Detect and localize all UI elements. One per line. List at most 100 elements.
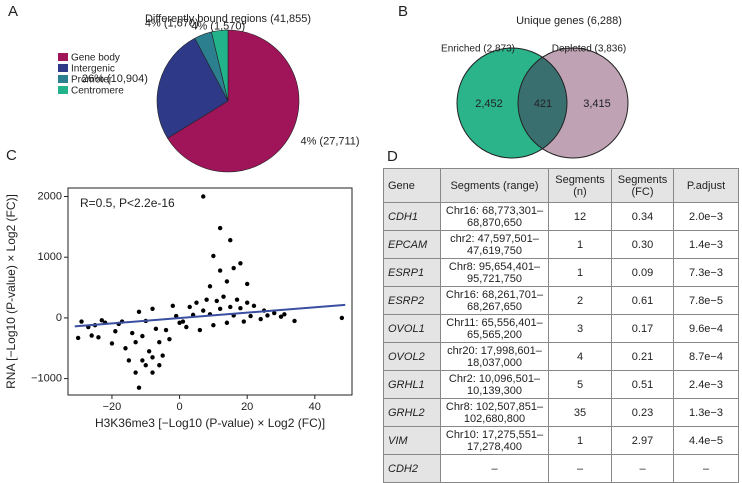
table-row: GRHL1 Chr2: 10,096,501–10,139,300 5 0.51 2.4… (383, 370, 739, 399)
scatter-point (278, 314, 284, 319)
scatter-point (177, 320, 182, 325)
scatter-point (244, 281, 250, 287)
x-tick-label: 20 (241, 401, 253, 413)
scatter-point (221, 294, 226, 299)
slice-label: 4% (27,711) (300, 135, 359, 147)
scatter-point (282, 312, 287, 317)
table-cell: 2.97 (611, 426, 674, 455)
scatter-point (228, 304, 233, 310)
table-cell: 2.0e−3 (673, 202, 739, 231)
scatter-point (173, 313, 179, 319)
table-cell: chr20: 17,998,601–18,037,000 (440, 342, 549, 371)
y-tick-label: 1000 (38, 251, 62, 263)
table-cell: 3 (548, 314, 612, 343)
table-row: OVOL2 chr20: 17,998,601–18,037,000 4 0.21 8.… (383, 342, 739, 371)
scatter-point (272, 310, 277, 316)
x-axis-label: H3K36me3 [−Log10 (P-value) × Log2 (FC)] (95, 416, 325, 430)
table-cell: 1 (548, 230, 612, 259)
scatter-point (150, 370, 155, 375)
header-cell: Segments (n) (548, 168, 612, 203)
scatter-point (244, 300, 250, 305)
table-row: ESRP1 Chr8: 95,654,401–95,721,750 1 0.09 7.3… (383, 258, 739, 287)
table-cell: chr2: 47,597,501–47,619,750 (440, 230, 549, 259)
scatter-point (136, 385, 142, 390)
scatter-point (143, 363, 148, 368)
scatter-point (201, 308, 206, 313)
scatter-point (217, 268, 223, 273)
header-cell: P.adjust (673, 168, 739, 203)
header-cell: Segments (range) (440, 168, 549, 203)
gene-cell: ESRP2 (383, 286, 441, 315)
legend-label: Intergenic (71, 64, 115, 75)
scatter-point (217, 306, 223, 312)
legend-swatch (58, 86, 68, 94)
legend-swatch (58, 53, 68, 61)
table-cell: Chr16: 68,773,301–68,870,650 (440, 202, 549, 231)
table-cell: 0.30 (611, 230, 674, 259)
venn-outline (517, 47, 629, 159)
scatter-point (292, 318, 297, 324)
scatter-point (163, 327, 169, 333)
scatter-point (167, 336, 172, 342)
table-cell: 4.4e−5 (673, 426, 739, 455)
scatter-point (228, 238, 233, 243)
region-count: 2,452 (475, 98, 503, 110)
panel-label: A (8, 3, 18, 20)
table-cell: 0.23 (611, 398, 674, 427)
scatter-point (109, 341, 115, 346)
table-cell: Chr11: 65,556,401–65,565,200 (440, 314, 549, 343)
pie-slice (167, 29, 300, 173)
table-cell: 1.4e−3 (673, 230, 739, 259)
table-cell: 0.17 (611, 314, 674, 343)
table-cell: – (611, 454, 674, 483)
slice-label: 4% (1,570) (191, 20, 245, 32)
table-row: OVOL1 Chr11: 65,556,401–65,565,200 3 0.17 9.… (383, 314, 739, 343)
slice-label: 4% (1,670) (145, 17, 199, 29)
chart-title: Unique genes (6,288) (516, 15, 622, 27)
scatter-point (211, 253, 216, 259)
data-table: Gene Segments (range) Segments (n) Segments… (383, 168, 739, 483)
scatter-point (201, 194, 206, 199)
scatter-point (248, 313, 253, 319)
table-row: ESRP2 Chr16: 68,261,701–68,267,650 2 0.61 7.… (383, 286, 739, 315)
table-cell: 0.61 (611, 286, 674, 315)
scatter-point (224, 279, 230, 284)
scatter-point (211, 322, 216, 328)
scatter-point (258, 316, 263, 322)
scatter-point (133, 370, 138, 375)
table-cell: 2.4e−3 (673, 370, 739, 399)
legend-swatch (58, 75, 68, 83)
scatter-point (207, 284, 213, 289)
legend-swatch (58, 64, 68, 72)
table-cell: 2 (548, 286, 612, 315)
table-cell: 35 (548, 398, 612, 427)
trend-line (74, 303, 346, 328)
table-cell: 4 (548, 342, 612, 371)
y-tick-label: −1000 (31, 373, 62, 385)
scatter-point (150, 306, 155, 312)
table-cell: Chr2: 10,096,501–10,139,300 (440, 370, 549, 399)
gene-cell: CDH2 (383, 454, 441, 483)
table-row: GRHL2 Chr8: 102,507,851–102,680,800 35 0.23… (383, 398, 739, 427)
header-row: Gene Segments (range) Segments (n) Segments… (383, 168, 739, 203)
scatter-point (251, 303, 257, 308)
table-cell: Chr16: 68,261,701–68,267,650 (440, 286, 549, 315)
scatter-point (113, 329, 118, 334)
table-cell: 8.7e−4 (673, 342, 739, 371)
scatter-point (99, 318, 105, 323)
scatter-point (184, 324, 189, 330)
header-cell: Gene (383, 168, 441, 203)
table-cell: 0.34 (611, 202, 674, 231)
table-cell: – (673, 454, 739, 483)
scatter-point (187, 304, 192, 310)
table-cell: Chr10: 17,275,551–17,278,400 (440, 426, 549, 455)
table-cell: Chr8: 95,654,401–95,721,750 (440, 258, 549, 287)
scatter-point (180, 319, 186, 324)
scatter-point (89, 333, 94, 338)
set-label: Depleted (3,836) (552, 44, 627, 55)
gene-cell: OVOL1 (383, 314, 441, 343)
legend-label: Centromere (71, 86, 124, 97)
scatter-point (133, 339, 138, 345)
